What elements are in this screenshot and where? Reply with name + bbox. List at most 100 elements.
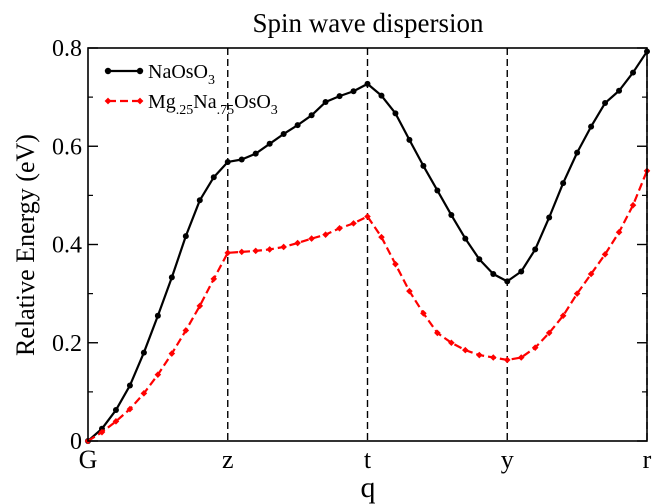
data-point — [112, 407, 119, 414]
series-layer — [84, 48, 651, 445]
data-point — [406, 287, 413, 295]
data-point — [462, 346, 469, 354]
x-tick-label: G — [79, 445, 98, 474]
data-point — [294, 239, 301, 247]
legend-marker — [136, 67, 144, 75]
data-point — [490, 270, 497, 277]
x-tick-label: z — [222, 445, 234, 474]
data-point — [545, 329, 553, 337]
legend-marker — [104, 97, 112, 105]
data-point — [350, 88, 357, 95]
data-point — [503, 356, 511, 364]
data-point — [140, 390, 148, 397]
data-point — [182, 327, 190, 334]
data-point — [546, 214, 553, 221]
data-point — [392, 110, 399, 117]
data-point — [587, 270, 595, 278]
data-point — [532, 246, 539, 253]
data-point — [517, 354, 525, 361]
data-point — [154, 312, 161, 319]
data-point — [280, 243, 287, 251]
y-tick-label: 0 — [70, 429, 82, 455]
data-point — [574, 149, 581, 156]
data-point — [420, 309, 427, 317]
data-point — [252, 247, 259, 255]
data-point — [308, 112, 315, 119]
data-point — [140, 349, 147, 356]
data-point — [280, 130, 287, 137]
data-point — [112, 418, 120, 425]
x-axis-label: q — [361, 471, 376, 504]
data-point — [294, 122, 301, 129]
series-line-1 — [87, 170, 649, 442]
data-point — [448, 339, 455, 347]
legend: NaOsO3 Mg.25Na.75OsO3 — [104, 61, 278, 118]
data-point — [602, 100, 609, 107]
y-tick-label: 0.8 — [52, 36, 82, 62]
data-point — [168, 350, 176, 357]
data-point — [560, 180, 567, 187]
data-point — [476, 256, 483, 263]
data-point — [126, 405, 134, 413]
data-point — [615, 228, 623, 236]
data-point — [434, 329, 441, 337]
data-point — [601, 251, 609, 258]
data-point — [350, 220, 357, 227]
plot-frame — [87, 47, 648, 442]
data-point — [364, 213, 371, 220]
data-point — [336, 93, 343, 100]
data-point — [559, 312, 567, 320]
data-point — [210, 174, 217, 181]
data-point — [489, 354, 497, 361]
data-point — [476, 351, 483, 359]
data-point — [448, 212, 455, 219]
data-point — [182, 233, 189, 240]
data-point — [168, 274, 175, 281]
data-point — [336, 224, 343, 232]
x-tick-label: r — [643, 445, 652, 474]
data-point — [364, 80, 371, 87]
y-tick-label: 0.4 — [52, 233, 82, 259]
data-point — [266, 140, 273, 147]
y-tick-label: 0.6 — [52, 134, 82, 160]
data-point — [238, 248, 246, 256]
x-tick-label: t — [364, 445, 372, 474]
data-point — [392, 260, 399, 268]
data-point — [308, 235, 315, 242]
y-tick-labels: 0 0.2 0.4 0.6 0.8 — [52, 36, 82, 455]
legend-marker — [136, 97, 144, 105]
data-point — [224, 158, 231, 165]
data-point — [518, 268, 525, 275]
data-point — [630, 69, 637, 76]
data-point — [420, 162, 427, 169]
data-point — [629, 201, 637, 209]
y-tick-label: 0.2 — [52, 331, 82, 357]
data-point — [196, 302, 204, 310]
data-point — [196, 197, 203, 204]
data-point — [266, 246, 273, 253]
data-point — [588, 123, 595, 130]
data-point — [378, 233, 385, 241]
data-point — [462, 235, 469, 242]
axis-ticks — [88, 47, 647, 442]
data-point — [406, 136, 413, 143]
legend-label-0: NaOsO3 — [148, 61, 215, 88]
data-point — [154, 371, 162, 378]
x-tick-label: y — [501, 445, 514, 474]
data-point — [210, 275, 218, 283]
chart-title: Spin wave dispersion — [253, 8, 484, 38]
data-point — [434, 187, 441, 194]
data-point — [224, 249, 232, 257]
data-point — [322, 99, 329, 106]
data-point — [504, 278, 511, 285]
data-point — [98, 428, 106, 436]
data-point — [378, 92, 385, 99]
data-point — [322, 231, 329, 238]
data-point — [573, 290, 581, 297]
legend-label-1: Mg.25Na.75OsO3 — [148, 91, 278, 118]
data-point — [531, 344, 539, 351]
data-point — [616, 87, 623, 94]
legend-marker — [104, 67, 112, 75]
